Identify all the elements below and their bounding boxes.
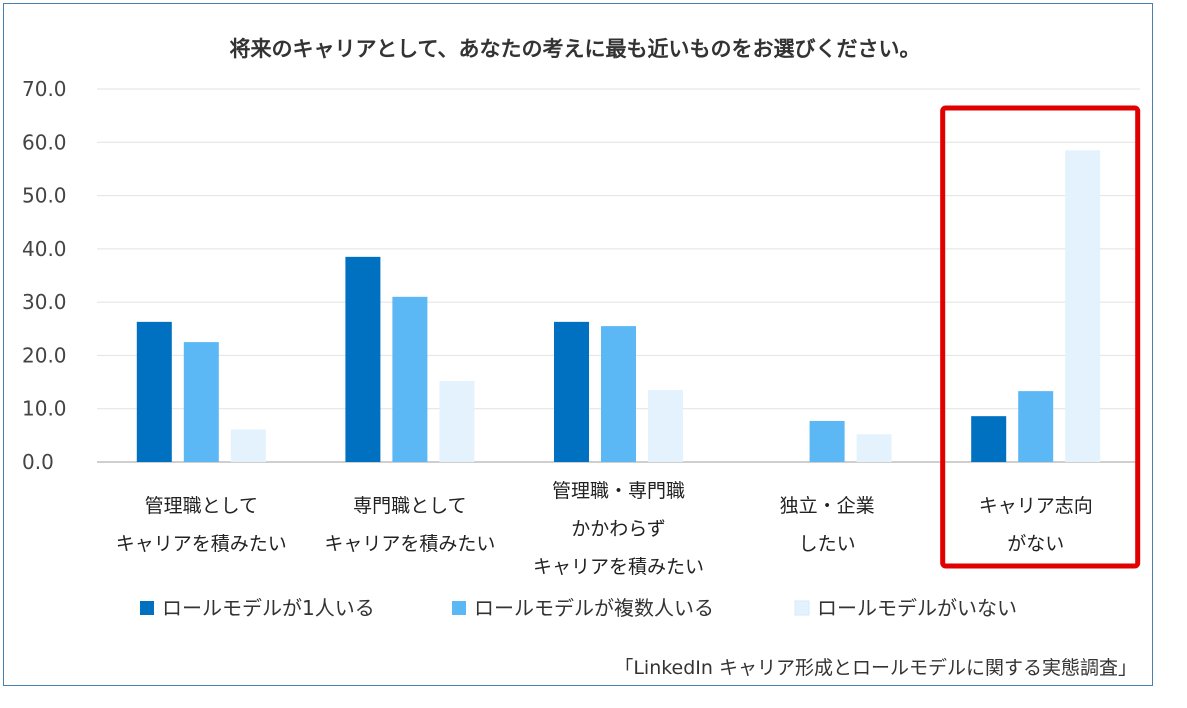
- legend-swatch: [140, 601, 154, 615]
- bar: [392, 296, 428, 462]
- y-tick-label: 40.0: [22, 237, 67, 261]
- bar: [183, 342, 219, 462]
- category-label: キャリアを積みたい: [116, 533, 287, 555]
- y-tick-label: 60.0: [22, 130, 67, 154]
- legend-swatch: [794, 600, 810, 616]
- category-label: かかわらず: [571, 518, 666, 540]
- bar: [809, 420, 845, 462]
- bar: [439, 381, 475, 462]
- y-tick-label: 70.0: [22, 77, 67, 101]
- category-label: キャリアを積みたい: [533, 556, 704, 578]
- category-label: がない: [1007, 533, 1064, 555]
- legend-swatch: [452, 601, 466, 615]
- highlight-box: [940, 105, 1141, 569]
- bar: [1018, 391, 1054, 462]
- bar: [971, 416, 1007, 462]
- category-label: キャリア志向: [979, 495, 1093, 517]
- legend-label: ロールモデルが1人いる: [162, 596, 375, 620]
- y-tick-label: 20.0: [22, 343, 67, 367]
- bar: [554, 321, 589, 462]
- bar: [1065, 150, 1101, 462]
- y-tick-label: 30.0: [22, 290, 67, 314]
- category-label: したい: [799, 533, 856, 555]
- y-tick-label: 10.0: [22, 397, 67, 421]
- bar: [601, 326, 636, 462]
- legend-label: ロールモデルが複数人いる: [474, 596, 714, 620]
- category-label: 専門職として: [353, 495, 466, 517]
- y-tick-label: 0.0: [22, 450, 54, 474]
- bar: [648, 390, 683, 462]
- y-tick-label: 50.0: [22, 184, 67, 208]
- category-label: 独立・企業: [780, 495, 875, 517]
- chart-title: 将来のキャリアとして、あなたの考えに最も近いものをお選びください。: [230, 37, 921, 61]
- category-label: キャリアを積みたい: [324, 533, 495, 555]
- bar: [345, 256, 381, 462]
- category-label: 管理職・専門職: [552, 480, 685, 502]
- source-caption: 「LinkedIn キャリア形成とロールモデルに関する実態調査」: [614, 657, 1137, 679]
- bar: [856, 434, 892, 462]
- bar: [136, 321, 172, 462]
- legend-label: ロールモデルがいない: [817, 596, 1017, 620]
- category-label: 管理職として: [145, 495, 258, 517]
- bar: [230, 429, 266, 462]
